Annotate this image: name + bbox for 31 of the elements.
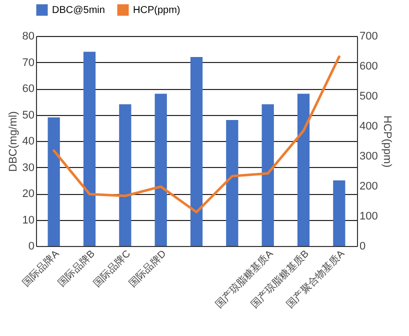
y-tick-label: 30 xyxy=(22,162,34,174)
bar xyxy=(297,94,310,246)
y2-axis-title: HCP(ppm) xyxy=(380,116,393,168)
bar xyxy=(190,57,203,246)
y-axis-title: DBC(mg/ml) xyxy=(7,111,20,172)
y2-tick-label: 0 xyxy=(360,240,366,252)
bar xyxy=(48,117,60,246)
bar xyxy=(83,52,96,246)
bar xyxy=(154,94,167,246)
y-tick-label: 50 xyxy=(22,109,34,122)
y2-tick-label: 700 xyxy=(360,30,378,42)
y-tick-label: 80 xyxy=(22,30,34,42)
bar xyxy=(119,104,132,246)
y-tick-label: 70 xyxy=(22,56,34,69)
y2-tick-label: 400 xyxy=(360,120,378,132)
y2-tick-label: 600 xyxy=(360,60,378,72)
bar xyxy=(333,180,346,246)
y-tick-label: 40 xyxy=(22,136,34,148)
line-series xyxy=(52,55,340,214)
y-tick-label: 10 xyxy=(22,214,34,226)
y-tick-label: 20 xyxy=(22,188,34,200)
legend-label: DBC@5min xyxy=(52,5,105,16)
y2-tick-label: 300 xyxy=(360,150,378,162)
bar xyxy=(226,120,238,246)
y-tick-label: 60 xyxy=(22,83,34,95)
y-tick-label: 0 xyxy=(28,240,34,252)
legend-label: HCP(ppm) xyxy=(133,5,180,16)
y2-tick-label: 200 xyxy=(360,180,378,192)
bar xyxy=(262,104,274,246)
y2-tick-label: 100 xyxy=(360,210,378,222)
y2-tick-label: 500 xyxy=(360,90,378,102)
